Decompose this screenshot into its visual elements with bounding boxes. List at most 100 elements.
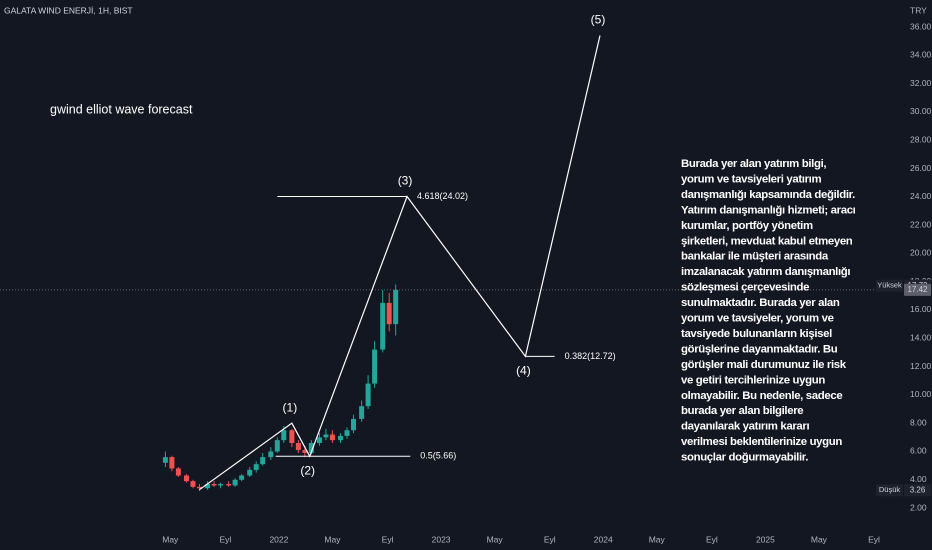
candle-body bbox=[205, 484, 211, 489]
y-tick-label: 24.00 bbox=[910, 191, 932, 201]
disclaimer-line: olmayabilir. Bu nedenle, sadece bbox=[681, 390, 842, 402]
y-tick-label: 28.00 bbox=[910, 134, 932, 144]
wave-label: (4) bbox=[516, 364, 531, 378]
disclaimer-line: yorum ve tavsiyeler, yorum ve bbox=[681, 313, 834, 325]
disclaimer-line: imzalanacak yatırım danışmanlığı bbox=[681, 266, 850, 278]
candle-body bbox=[351, 418, 357, 431]
candle-body bbox=[386, 302, 392, 325]
symbol: GALATA WIND ENERJİ, 1H, BIST bbox=[4, 5, 133, 15]
y-tick-label: 36.00 bbox=[910, 21, 932, 31]
candle-body bbox=[260, 457, 266, 465]
candle-body bbox=[183, 475, 189, 482]
candle-body bbox=[175, 468, 181, 476]
disclaimer-line: danışmanlığı kapsamında değildir. bbox=[681, 189, 855, 201]
x-tick-label: 2022 bbox=[269, 534, 288, 544]
price-marker bbox=[904, 484, 931, 497]
disclaimer-line: tavsiyede bulunanların kişisel bbox=[681, 328, 832, 340]
price-marker-label: Düşük bbox=[879, 485, 901, 494]
level-label: 0.382(12.72) bbox=[565, 351, 616, 361]
candle-body bbox=[268, 451, 274, 458]
disclaimer-line: şirketleri, mevduat kabul etmeyen bbox=[681, 235, 853, 247]
candle-body bbox=[308, 442, 314, 453]
candle-body bbox=[359, 406, 365, 419]
x-tick-label: May bbox=[324, 534, 341, 544]
wave-label: (3) bbox=[398, 174, 413, 188]
disclaimer-line: görüşlerine dayanmaktadır. Bu bbox=[681, 343, 838, 355]
y-tick-label: 10.00 bbox=[910, 389, 932, 399]
y-tick-label: 22.00 bbox=[910, 219, 932, 229]
wave-label: (5) bbox=[591, 13, 606, 27]
candle-body bbox=[274, 440, 280, 452]
candle-body bbox=[393, 289, 399, 325]
candle-body bbox=[323, 434, 329, 438]
y-tick-label: 6.00 bbox=[910, 446, 927, 456]
price-marker-tag bbox=[876, 279, 903, 292]
y-tick-label: 30.00 bbox=[910, 106, 932, 116]
y-tick-label: 4.00 bbox=[910, 474, 927, 484]
candle-body bbox=[211, 484, 217, 486]
candle-body bbox=[239, 475, 245, 480]
price-marker-value: 17.42 bbox=[907, 285, 928, 294]
candle-body bbox=[162, 457, 168, 463]
level-label: 0.5(5.66) bbox=[420, 451, 456, 461]
y-tick-label: 16.00 bbox=[910, 304, 932, 314]
y-tick-label: 34.00 bbox=[910, 50, 932, 60]
disclaimer-line: verilmesi beklentilerinize uygun bbox=[681, 436, 842, 448]
x-tick-label: May bbox=[649, 534, 666, 544]
level-label: 4.618(24.02) bbox=[417, 191, 468, 201]
price-marker bbox=[904, 283, 931, 296]
wave-label: (2) bbox=[300, 463, 315, 477]
price-marker-label: Yüksek bbox=[877, 281, 902, 290]
currency: TRY bbox=[910, 5, 927, 15]
chart-title: gwind elliot wave forecast bbox=[50, 102, 193, 116]
x-tick-label: Eyl bbox=[544, 534, 556, 544]
disclaimer-line: görüşler mali durumunuz ile risk bbox=[681, 359, 847, 371]
x-tick-label: 2024 bbox=[594, 534, 613, 544]
disclaimer-line: sunulmaktadır. Burada yer alan bbox=[681, 297, 840, 309]
y-tick-label: 2.00 bbox=[910, 502, 927, 512]
x-tick-label: Eyl bbox=[706, 534, 718, 544]
y-tick-label: 32.00 bbox=[910, 78, 932, 88]
x-tick-label: Eyl bbox=[382, 534, 394, 544]
candle-body bbox=[232, 479, 238, 486]
y-tick-label: 12.00 bbox=[910, 361, 932, 371]
candle-body bbox=[253, 464, 259, 470]
x-tick-label: May bbox=[811, 534, 828, 544]
candle-body bbox=[226, 484, 232, 486]
y-tick-label: 8.00 bbox=[910, 417, 927, 427]
disclaimer-line: Burada yer alan yatırım bilgi, bbox=[681, 158, 826, 170]
disclaimer-line: sözleşmesi çerçevesinde bbox=[681, 282, 809, 294]
candle-body bbox=[329, 434, 335, 441]
disclaimer-line: kurumlar, portföy yönetim bbox=[681, 220, 813, 232]
candle-body bbox=[365, 383, 371, 407]
y-tick-label: 26.00 bbox=[910, 163, 932, 173]
candle-body bbox=[190, 481, 196, 487]
disclaimer-line: Yatırım danışmanlığı hizmeti; aracı bbox=[681, 204, 856, 216]
x-tick-label: 2025 bbox=[756, 534, 775, 544]
candle-body bbox=[338, 435, 344, 441]
disclaimer-line: yorum ve tavsiyeleri yatırım bbox=[681, 173, 821, 185]
price-marker-tag bbox=[876, 484, 903, 497]
candle-body bbox=[372, 349, 378, 384]
wave-line bbox=[199, 35, 601, 491]
y-tick-label: 14.00 bbox=[910, 333, 932, 343]
candle-body bbox=[316, 437, 322, 443]
wave-label: (1) bbox=[283, 400, 298, 414]
disclaimer-line: ve getiri tercihlerinize uygun bbox=[681, 374, 825, 386]
x-tick-label: 2023 bbox=[432, 534, 451, 544]
disclaimer-line: dayanılarak yatırım kararı bbox=[681, 421, 809, 433]
candle-body bbox=[344, 430, 350, 436]
y-tick-label: 20.00 bbox=[910, 248, 932, 258]
candle-body bbox=[281, 430, 287, 441]
x-tick-label: May bbox=[162, 534, 179, 544]
x-tick-label: Eyl bbox=[868, 534, 880, 544]
candle-body bbox=[247, 469, 253, 476]
disclaimer-line: burada yer alan bilgilere bbox=[681, 405, 803, 417]
candle-body bbox=[196, 486, 202, 489]
x-tick-label: May bbox=[487, 534, 504, 544]
candle-body bbox=[169, 457, 175, 469]
candle-body bbox=[218, 484, 224, 486]
